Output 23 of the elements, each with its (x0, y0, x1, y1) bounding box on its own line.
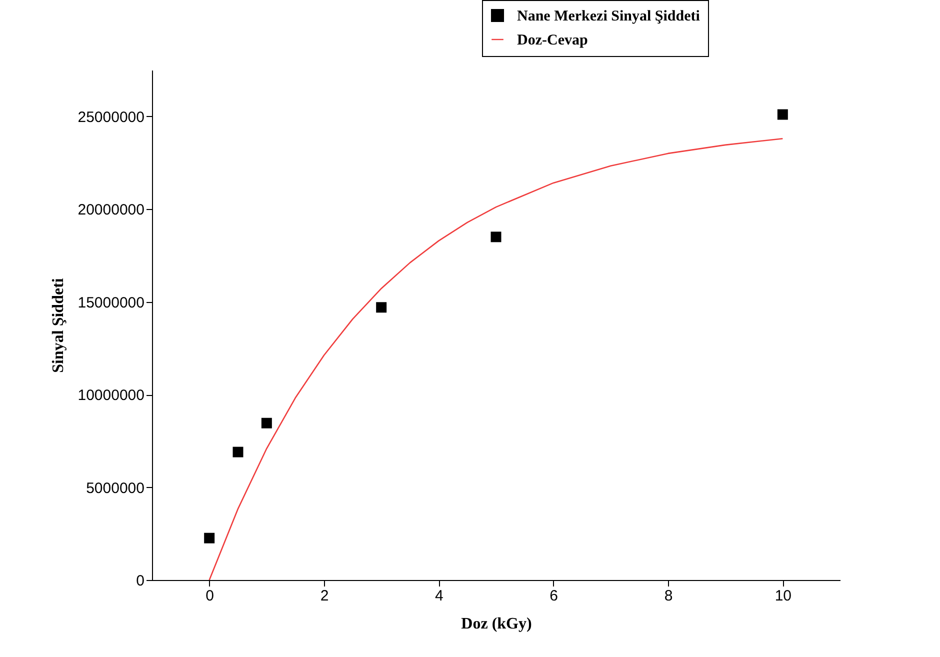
point (204, 532, 215, 544)
point (777, 109, 788, 120)
y-tick-label: 10000000 (78, 387, 144, 404)
x-tick-label: 6 (550, 588, 558, 604)
x-tick-label: 4 (434, 588, 444, 604)
legend-label: Nane Merkezi Sinyal Şiddeti (517, 8, 700, 24)
x-tick-label: 0 (206, 588, 214, 604)
y-axis-title: Sinyal Şiddeti (50, 278, 67, 373)
x-tick-label: 10 (774, 588, 792, 604)
x-axis-title: Doz (kGy) (461, 616, 532, 632)
y-tick-label: 0 (136, 572, 144, 590)
y-tick-label: 5000000 (86, 480, 144, 497)
point (232, 446, 244, 458)
line-series (208, 138, 784, 580)
y-tick-label: 25000000 (78, 108, 144, 126)
y-tick-label: 20000000 (78, 202, 144, 219)
legend-label: Doz-Cevap (517, 32, 588, 48)
point (490, 232, 502, 242)
y-tick-label: 15000000 (78, 294, 144, 312)
point (376, 302, 387, 313)
x-tick-label: 8 (664, 588, 673, 604)
point (261, 418, 272, 428)
x-tick-label: 2 (320, 588, 329, 604)
